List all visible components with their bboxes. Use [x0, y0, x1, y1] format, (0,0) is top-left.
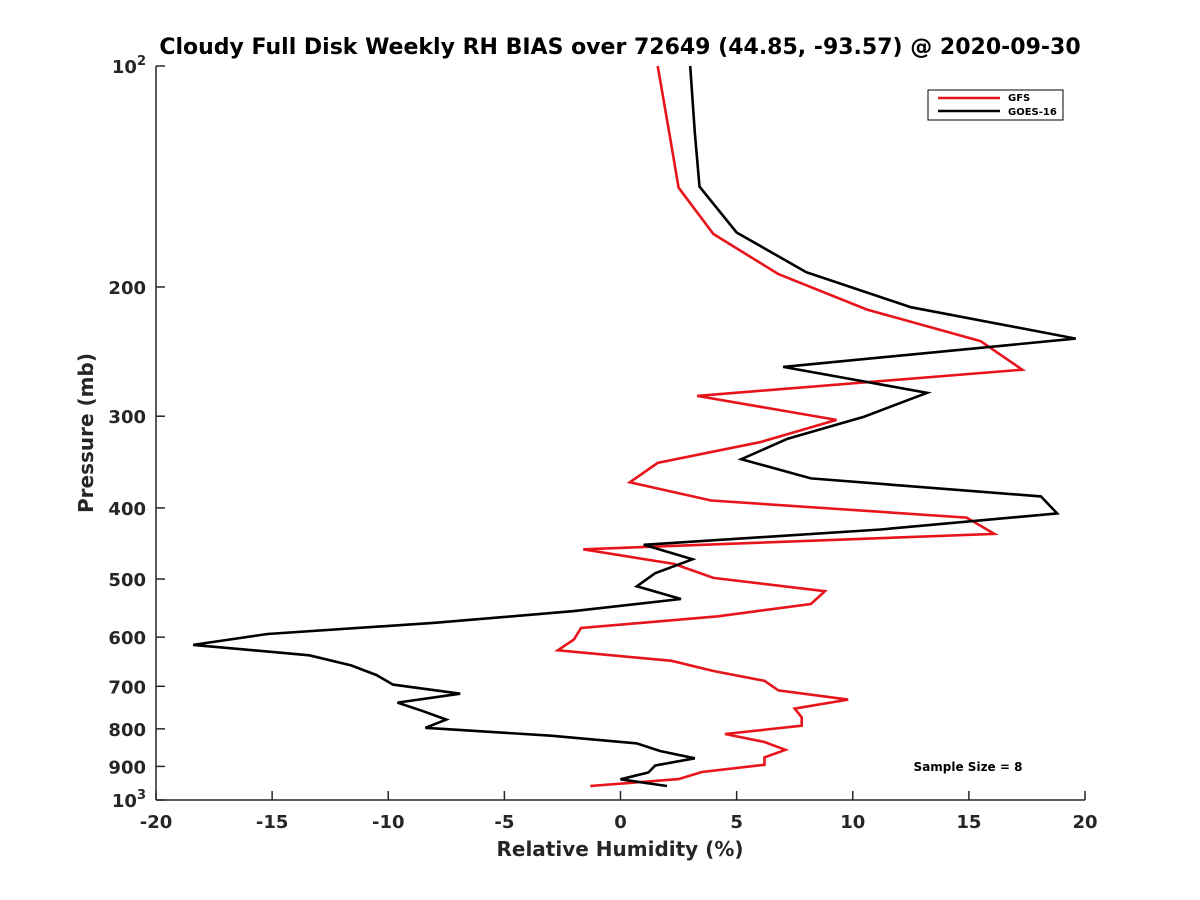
x-tick-label: 20	[1072, 812, 1097, 833]
y-tick-label: 400	[108, 499, 146, 520]
series-line-gfs	[554, 65, 1027, 788]
x-tick-label: 0	[614, 812, 627, 833]
y-tick-label: 600	[108, 628, 146, 649]
y-axis-label: Pressure (mb)	[74, 353, 98, 513]
chart-title: Cloudy Full Disk Weekly RH BIAS over 726…	[159, 35, 1080, 60]
x-axis-label: Relative Humidity (%)	[496, 837, 743, 861]
sample-size-annotation: Sample Size = 8	[914, 760, 1023, 774]
x-tick-label: 10	[840, 812, 865, 833]
y-tick-label: 500	[108, 570, 146, 591]
legend-label-goes-16: GOES-16	[1008, 107, 1057, 118]
y-tick-label: 102	[112, 54, 146, 78]
y-tick-label: 103	[112, 788, 146, 812]
y-tick-label: 300	[108, 407, 146, 428]
x-tick-label: -5	[494, 812, 514, 833]
legend-label-gfs: GFS	[1008, 93, 1030, 104]
x-tick-label: 5	[730, 812, 743, 833]
series-layer	[193, 65, 1076, 788]
y-tick-label: 700	[108, 677, 146, 698]
y-tick-label: 900	[108, 757, 146, 778]
x-tick-label: -20	[140, 812, 173, 833]
y-tick-label: 800	[108, 720, 146, 741]
legend-box	[927, 89, 1064, 121]
x-tick-label: -15	[256, 812, 289, 833]
series-line-goes-16	[193, 65, 1076, 788]
y-ticks: 102 200 300 400 500 600 700 800 900 103	[108, 54, 165, 812]
x-tick-label: -10	[372, 812, 405, 833]
legend: GFS GOES-16	[927, 89, 1064, 121]
x-ticks: -20 -15 -10 -5 0 5 10 15 20	[140, 791, 1098, 833]
y-tick-label: 200	[108, 278, 146, 299]
x-tick-label: 15	[956, 812, 981, 833]
